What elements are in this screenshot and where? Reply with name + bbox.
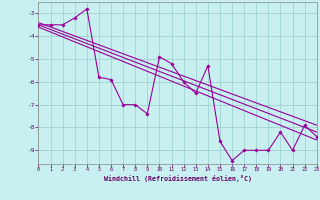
X-axis label: Windchill (Refroidissement éolien,°C): Windchill (Refroidissement éolien,°C) (104, 175, 252, 182)
